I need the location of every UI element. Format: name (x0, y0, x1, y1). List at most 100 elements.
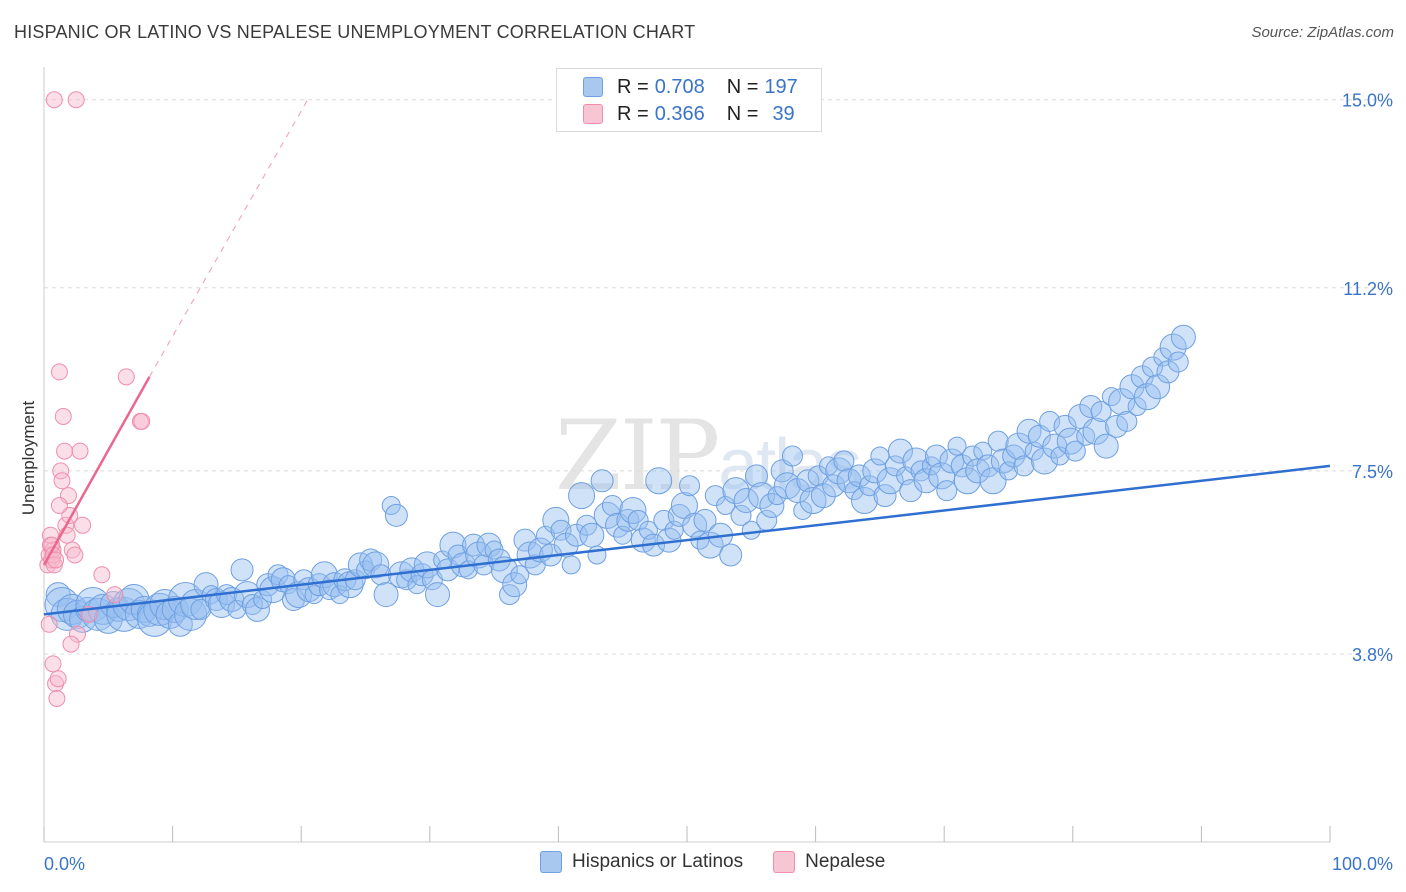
nepalese-point (63, 541, 81, 559)
nepalese-point (50, 497, 68, 515)
y-tick-label: 15.0% (1342, 91, 1393, 111)
bottom-legend-swatch-hispanic (540, 851, 562, 873)
bottom-legend-hispanic[interactable]: Hispanics or Latinos (540, 851, 743, 873)
hispanic-point (230, 558, 254, 582)
legend-r-value: 0.708 (654, 75, 705, 98)
hispanic-point (1093, 433, 1119, 459)
hispanic-point (719, 543, 743, 567)
hispanic-point (1142, 356, 1164, 378)
y-tick-label: 7.5% (1352, 462, 1393, 482)
hispanic-trend-line (43, 464, 1331, 616)
hispanic-point (667, 503, 691, 527)
y-axis-label: Unemployment (19, 401, 38, 516)
nepalese-point (66, 546, 84, 564)
hispanic-point (716, 496, 736, 516)
hispanic-point (645, 467, 673, 495)
hispanic-point (542, 506, 570, 534)
hispanic-point (793, 500, 813, 520)
hispanic-point (1024, 441, 1044, 461)
hispanic-point (936, 480, 958, 502)
hispanic-point (987, 430, 1009, 452)
source-label: Source: ZipAtlas.com (1251, 24, 1394, 41)
hispanic-point (244, 596, 270, 622)
hispanic-point (1133, 383, 1161, 411)
legend-swatch-hispanic (583, 77, 603, 97)
hispanic-point (818, 456, 838, 476)
hispanic-point (638, 520, 658, 540)
hispanic-point (241, 593, 263, 615)
hispanic-point (730, 504, 752, 526)
hispanic-point (767, 486, 787, 506)
nepalese-point (53, 472, 71, 490)
hispanic-point (359, 548, 383, 572)
hispanic-point (924, 444, 948, 468)
hispanic-point (822, 474, 846, 498)
hispanic-point (999, 461, 1018, 481)
hispanic-point (384, 503, 408, 527)
nepalese-point (68, 625, 86, 643)
hispanic-point (1027, 424, 1051, 448)
hispanic-point (1159, 333, 1187, 361)
hispanic-point (679, 475, 701, 497)
nepalese-point (45, 91, 63, 109)
nepalese-point (50, 363, 68, 381)
hispanic-point (502, 572, 528, 598)
hispanic-point (887, 438, 913, 464)
hispanic-point (1090, 400, 1112, 422)
nepalese-trend-line (42, 376, 151, 566)
nepalese-point (62, 635, 80, 653)
hispanic-point (810, 483, 836, 509)
hispanic-point (593, 501, 621, 529)
hispanic-point (870, 446, 890, 466)
hispanic-point (781, 445, 803, 467)
hispanic-point (1101, 387, 1121, 407)
hispanic-point (653, 509, 675, 531)
bottom-legend-label-nepalese: Nepalese (805, 851, 886, 872)
legend-swatch-nepalese (583, 104, 603, 124)
hispanic-point (1013, 455, 1035, 477)
hispanic-point (825, 457, 853, 485)
nepalese-point (133, 412, 151, 430)
nepalese-point (106, 586, 124, 604)
x-tick-label-max: 100.0% (1332, 854, 1393, 874)
y-tick-label: 11.2% (1343, 279, 1393, 299)
nepalese-point (49, 670, 67, 688)
hispanic-point (1167, 351, 1189, 373)
nepalese-point (67, 91, 85, 109)
hispanic-point (741, 520, 761, 540)
hispanic-point (744, 464, 768, 488)
hispanic-point (1079, 395, 1103, 419)
hispanic-point (462, 533, 486, 557)
legend: R = 0.708 N = 197 R = 0.366 N = 39 (556, 68, 822, 132)
legend-n-value: 197 (764, 75, 798, 98)
hispanic-point (748, 482, 776, 510)
hispanic-point (613, 525, 633, 545)
hispanic-point (1082, 417, 1110, 445)
hispanic-point (796, 469, 820, 493)
hispanic-point (1064, 440, 1086, 462)
watermark-atlas: atlas (718, 425, 862, 505)
legend-r-label: R = (617, 75, 649, 98)
hispanic-point (844, 481, 864, 501)
hispanic-point (425, 582, 451, 608)
hispanic-point (976, 454, 1000, 478)
hispanic-point (627, 509, 649, 531)
hispanic-point (601, 495, 623, 517)
axes (43, 67, 1331, 843)
bottom-legend-swatch-nepalese (773, 851, 796, 873)
hispanic-point (910, 460, 932, 482)
bottom-legend-nepalese[interactable]: Nepalese (773, 851, 885, 873)
bottom-legend-label-hispanic: Hispanics or Latinos (572, 851, 744, 872)
hispanic-point (373, 582, 399, 608)
hispanic-point (576, 514, 598, 536)
trend-lines (42, 99, 1331, 616)
nepalese-point (117, 368, 135, 386)
hispanic-point (693, 508, 717, 532)
hispanic-point (513, 528, 537, 552)
nepalese-point (54, 407, 72, 425)
legend-n-value: 39 (772, 102, 795, 125)
hispanic-point (619, 496, 647, 524)
hispanic-point (896, 466, 916, 486)
chart-title: HISPANIC OR LATINO VS NEPALESE UNEMPLOYM… (14, 22, 696, 42)
